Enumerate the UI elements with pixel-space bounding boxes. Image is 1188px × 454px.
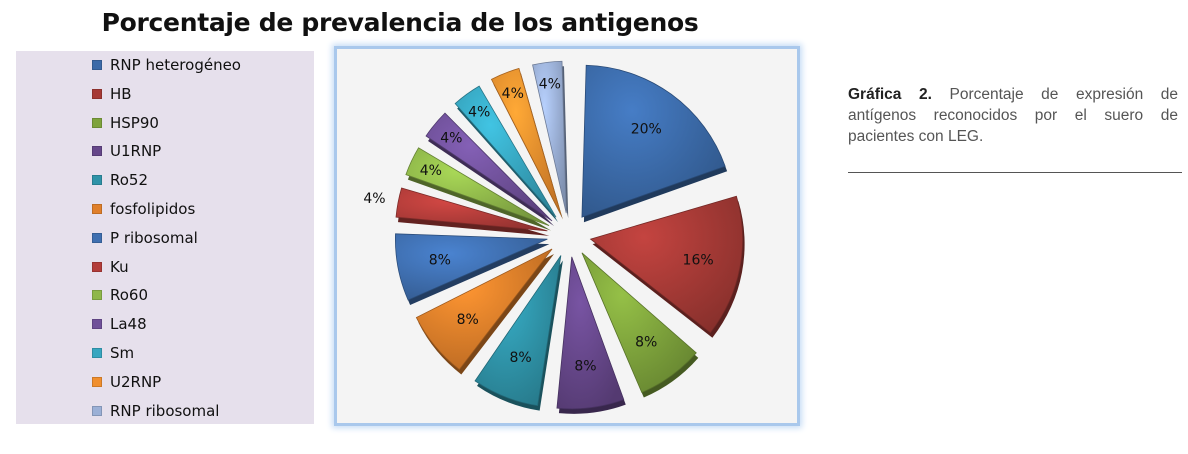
legend-label: Sm (110, 344, 135, 362)
data-label-sm: 4% (468, 104, 490, 120)
pie-slice-rnp-ribosomal (532, 60, 567, 214)
legend-item-u1rnp: U1RNP (92, 141, 161, 161)
data-label-rnp-ribosomal: 4% (539, 76, 561, 92)
pie-slice-ku (395, 187, 548, 232)
legend-swatch (92, 88, 102, 99)
data-label-u2rnp: 4% (502, 86, 524, 102)
legend-item-la48: La48 (92, 314, 147, 334)
legend-swatch (92, 117, 102, 128)
legend-item-ku: Ku (92, 257, 129, 277)
pie-slice-sm (454, 85, 557, 218)
pie-slice-u1rnp (556, 256, 625, 410)
pie-chart: 20% 16% 8% 8% 8% 8% 8% 4% 4% 4% 4% 4% 4% (363, 60, 745, 414)
legend-label: HB (110, 84, 132, 103)
legend-item-rnp-ribosomal: RNP ribosomal (92, 401, 219, 421)
legend-label: U1RNP (110, 142, 162, 161)
legend-swatch (92, 261, 102, 272)
pie-slice-hsp90 (581, 252, 697, 394)
legend-item-ro60: Ro60 (92, 285, 148, 305)
caption-text: Porcentaje de expresión de antígenos rec… (848, 86, 1178, 145)
legend-swatch (92, 348, 102, 358)
legend-label: Ro60 (110, 286, 149, 305)
legend-swatch (92, 376, 102, 387)
data-label-ro60: 4% (420, 163, 442, 179)
legend-label: U2RNP (110, 372, 162, 391)
legend-item-u2rnp: U2RNP (92, 372, 161, 392)
legend-item-hb: HB (92, 84, 132, 104)
legend-item-ro52: Ro52 (92, 170, 148, 190)
legend-item-hsp90: HSP90 (92, 113, 159, 133)
data-label-rnp-heterogeneo: 20% (631, 122, 662, 138)
legend-swatch (92, 232, 102, 243)
caption-label: Gráfica 2. (848, 86, 932, 103)
legend-label: La48 (110, 315, 147, 334)
data-label-la48: 4% (440, 131, 462, 147)
data-label-ro52: 8% (510, 350, 532, 366)
caption-divider (848, 172, 1182, 173)
legend-swatch (92, 290, 102, 301)
legend-swatch (92, 60, 102, 70)
pie-slice-fosfolipidos (415, 248, 553, 371)
legend-label: HSP90 (110, 113, 159, 132)
data-label-p-ribosomal: 8% (429, 253, 451, 269)
pie-slice-la48 (425, 112, 553, 222)
legend-swatch (92, 146, 102, 157)
data-label-u1rnp: 8% (574, 358, 596, 374)
pie-slice-hb (589, 195, 743, 334)
legend-swatch (92, 405, 102, 416)
legend-item-fosfolipidos: fosfolipidos (92, 199, 195, 219)
data-label-hb: 16% (683, 253, 714, 269)
pie-slice-ro52 (474, 255, 562, 407)
pie-slice-p-ribosomal (395, 233, 548, 301)
legend-label: Ku (110, 257, 129, 276)
data-label-hsp90: 8% (635, 334, 657, 350)
legend-label: fosfolipidos (110, 200, 196, 218)
chart-legend: RNP heterogéneo HB HSP90 U1RNP Ro52 fosfolipi… (16, 51, 314, 424)
data-label-ku: 4% (363, 191, 385, 207)
pie-plot-area: 20% 16% 8% 8% 8% 8% 8% 4% 4% 4% 4% 4% 4% (334, 46, 800, 426)
data-label-fosfolipidos: 8% (457, 312, 479, 328)
legend-swatch (92, 175, 102, 186)
legend-item-p-ribosomal: P ribosomal (92, 228, 198, 248)
legend-label: Ro52 (110, 171, 149, 190)
legend-label: P ribosomal (110, 228, 198, 247)
pie-slice-u2rnp (490, 67, 562, 215)
legend-label: RNP ribosomal (110, 401, 220, 420)
figure-caption: Gráfica 2. Porcentaje de expresión de an… (848, 84, 1178, 147)
pie-slice-ro60 (405, 147, 550, 227)
legend-item-sm: Sm (92, 343, 134, 363)
legend-label: RNP heterogéneo (110, 56, 241, 74)
pie-slice-rnp-heterogeneo (581, 64, 726, 218)
legend-item-rnp-heterogeneo: RNP heterogéneo (92, 55, 241, 75)
chart-title: Porcentaje de prevalencia de los antigen… (101, 8, 699, 37)
legend-swatch (92, 204, 102, 214)
legend-swatch (92, 319, 102, 330)
